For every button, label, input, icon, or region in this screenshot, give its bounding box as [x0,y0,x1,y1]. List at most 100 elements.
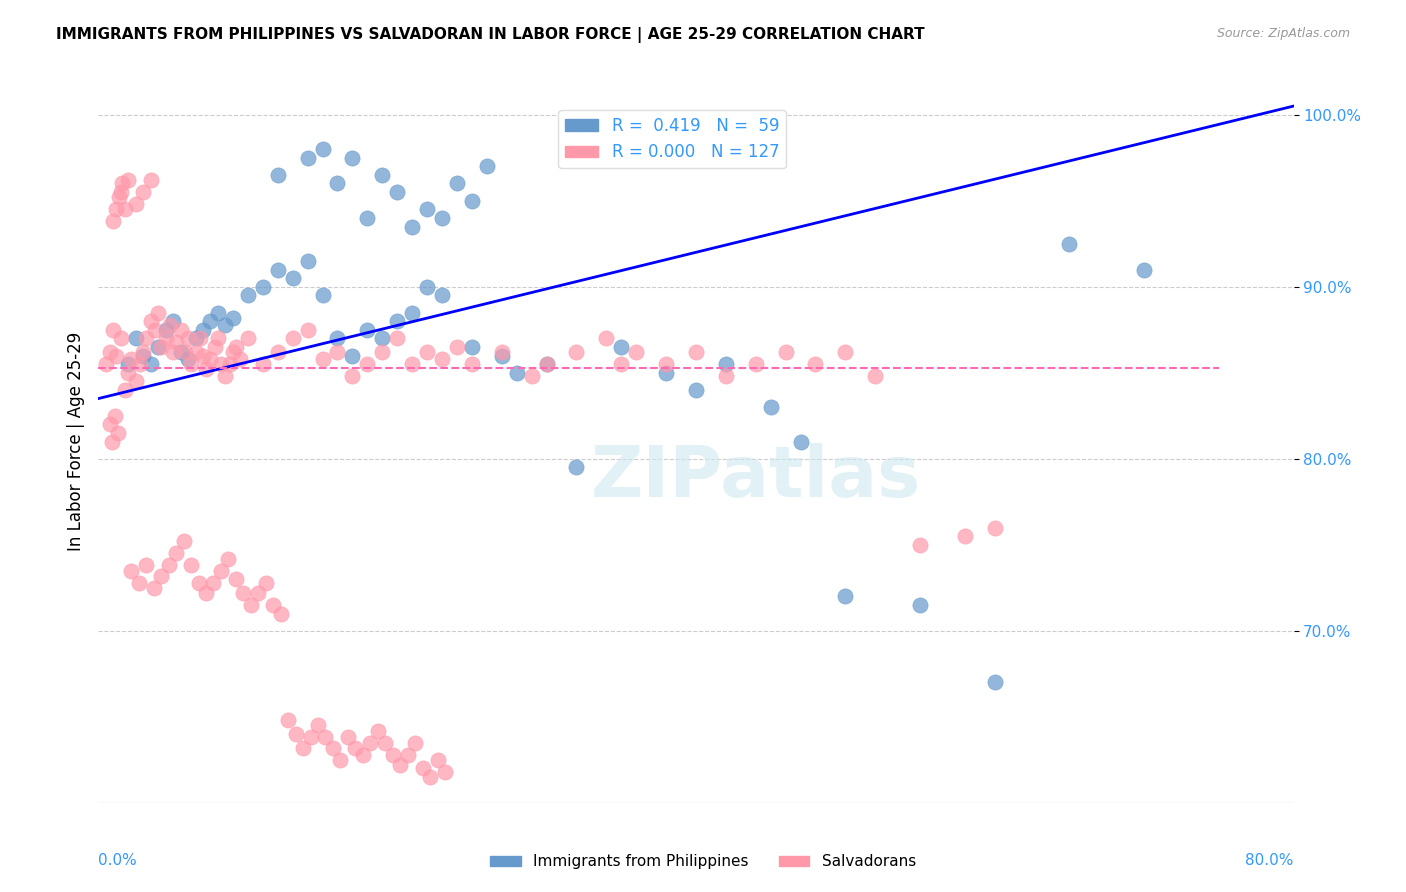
Point [135,558,157,573]
Point [536,357,558,371]
Point [342,349,364,363]
Point [396,747,419,762]
Point [148,305,170,319]
Point [311,142,333,156]
Y-axis label: In Labor Force | Age 25-29: In Labor Force | Age 25-29 [66,332,84,551]
Point [1133,262,1156,277]
Point [284,727,307,741]
Point [329,753,352,767]
Point [430,351,453,366]
Point [374,736,396,750]
Point [209,357,232,371]
Point [834,345,856,359]
Point [385,314,409,328]
Point [745,357,768,371]
Point [311,288,333,302]
Point [356,357,378,371]
Point [789,434,811,449]
Point [297,151,319,165]
Point [759,400,782,414]
Point [142,581,165,595]
Point [222,310,245,325]
Point [430,288,453,302]
Point [252,279,274,293]
Point [834,590,856,604]
Point [299,731,322,745]
Point [385,331,409,345]
Point [322,740,344,755]
Point [404,736,426,750]
Point [865,369,887,384]
Point [214,369,236,384]
Point [150,568,173,582]
Point [117,357,139,371]
Point [446,177,468,191]
Point [247,586,270,600]
Point [239,598,262,612]
Point [491,349,513,363]
Point [225,572,247,586]
Point [128,575,150,590]
Point [207,331,229,345]
Point [157,558,180,573]
Point [184,345,207,359]
Point [132,345,155,359]
Text: ZIPatlas: ZIPatlas [591,443,921,512]
Point [775,345,797,359]
Point [565,460,588,475]
Point [655,366,678,380]
Point [297,323,319,337]
Point [297,254,319,268]
Point [107,425,129,440]
Point [139,357,162,371]
Point [98,417,122,432]
Point [401,357,423,371]
Point [491,345,513,359]
Point [336,731,359,745]
Point [367,723,389,738]
Point [267,262,290,277]
Point [292,740,315,755]
Point [419,770,441,784]
Point [371,168,394,182]
Point [326,345,349,359]
Point [381,747,404,762]
Point [536,357,558,371]
Point [169,323,191,337]
Point [371,345,394,359]
Point [401,305,423,319]
Point [342,151,364,165]
Point [195,362,218,376]
Point [389,758,412,772]
Point [401,219,423,234]
Point [252,357,274,371]
Point [232,586,254,600]
Point [191,323,214,337]
Point [356,211,378,225]
Point [626,345,648,359]
Point [202,575,225,590]
Point [352,747,374,762]
Point [416,202,439,217]
Point [984,520,1007,534]
Point [180,558,202,573]
Point [125,331,148,345]
Point [229,351,252,366]
Point [111,177,134,191]
Point [103,214,125,228]
Point [236,288,259,302]
Point [714,357,737,371]
Point [270,607,292,621]
Point [277,713,299,727]
Point [105,202,128,217]
Point [984,675,1007,690]
Point [236,331,259,345]
Point [150,340,173,354]
Point [209,564,232,578]
Point [565,345,588,359]
Point [430,211,453,225]
Point [685,345,707,359]
Point [714,369,737,384]
Point [94,357,117,371]
Point [214,318,236,332]
